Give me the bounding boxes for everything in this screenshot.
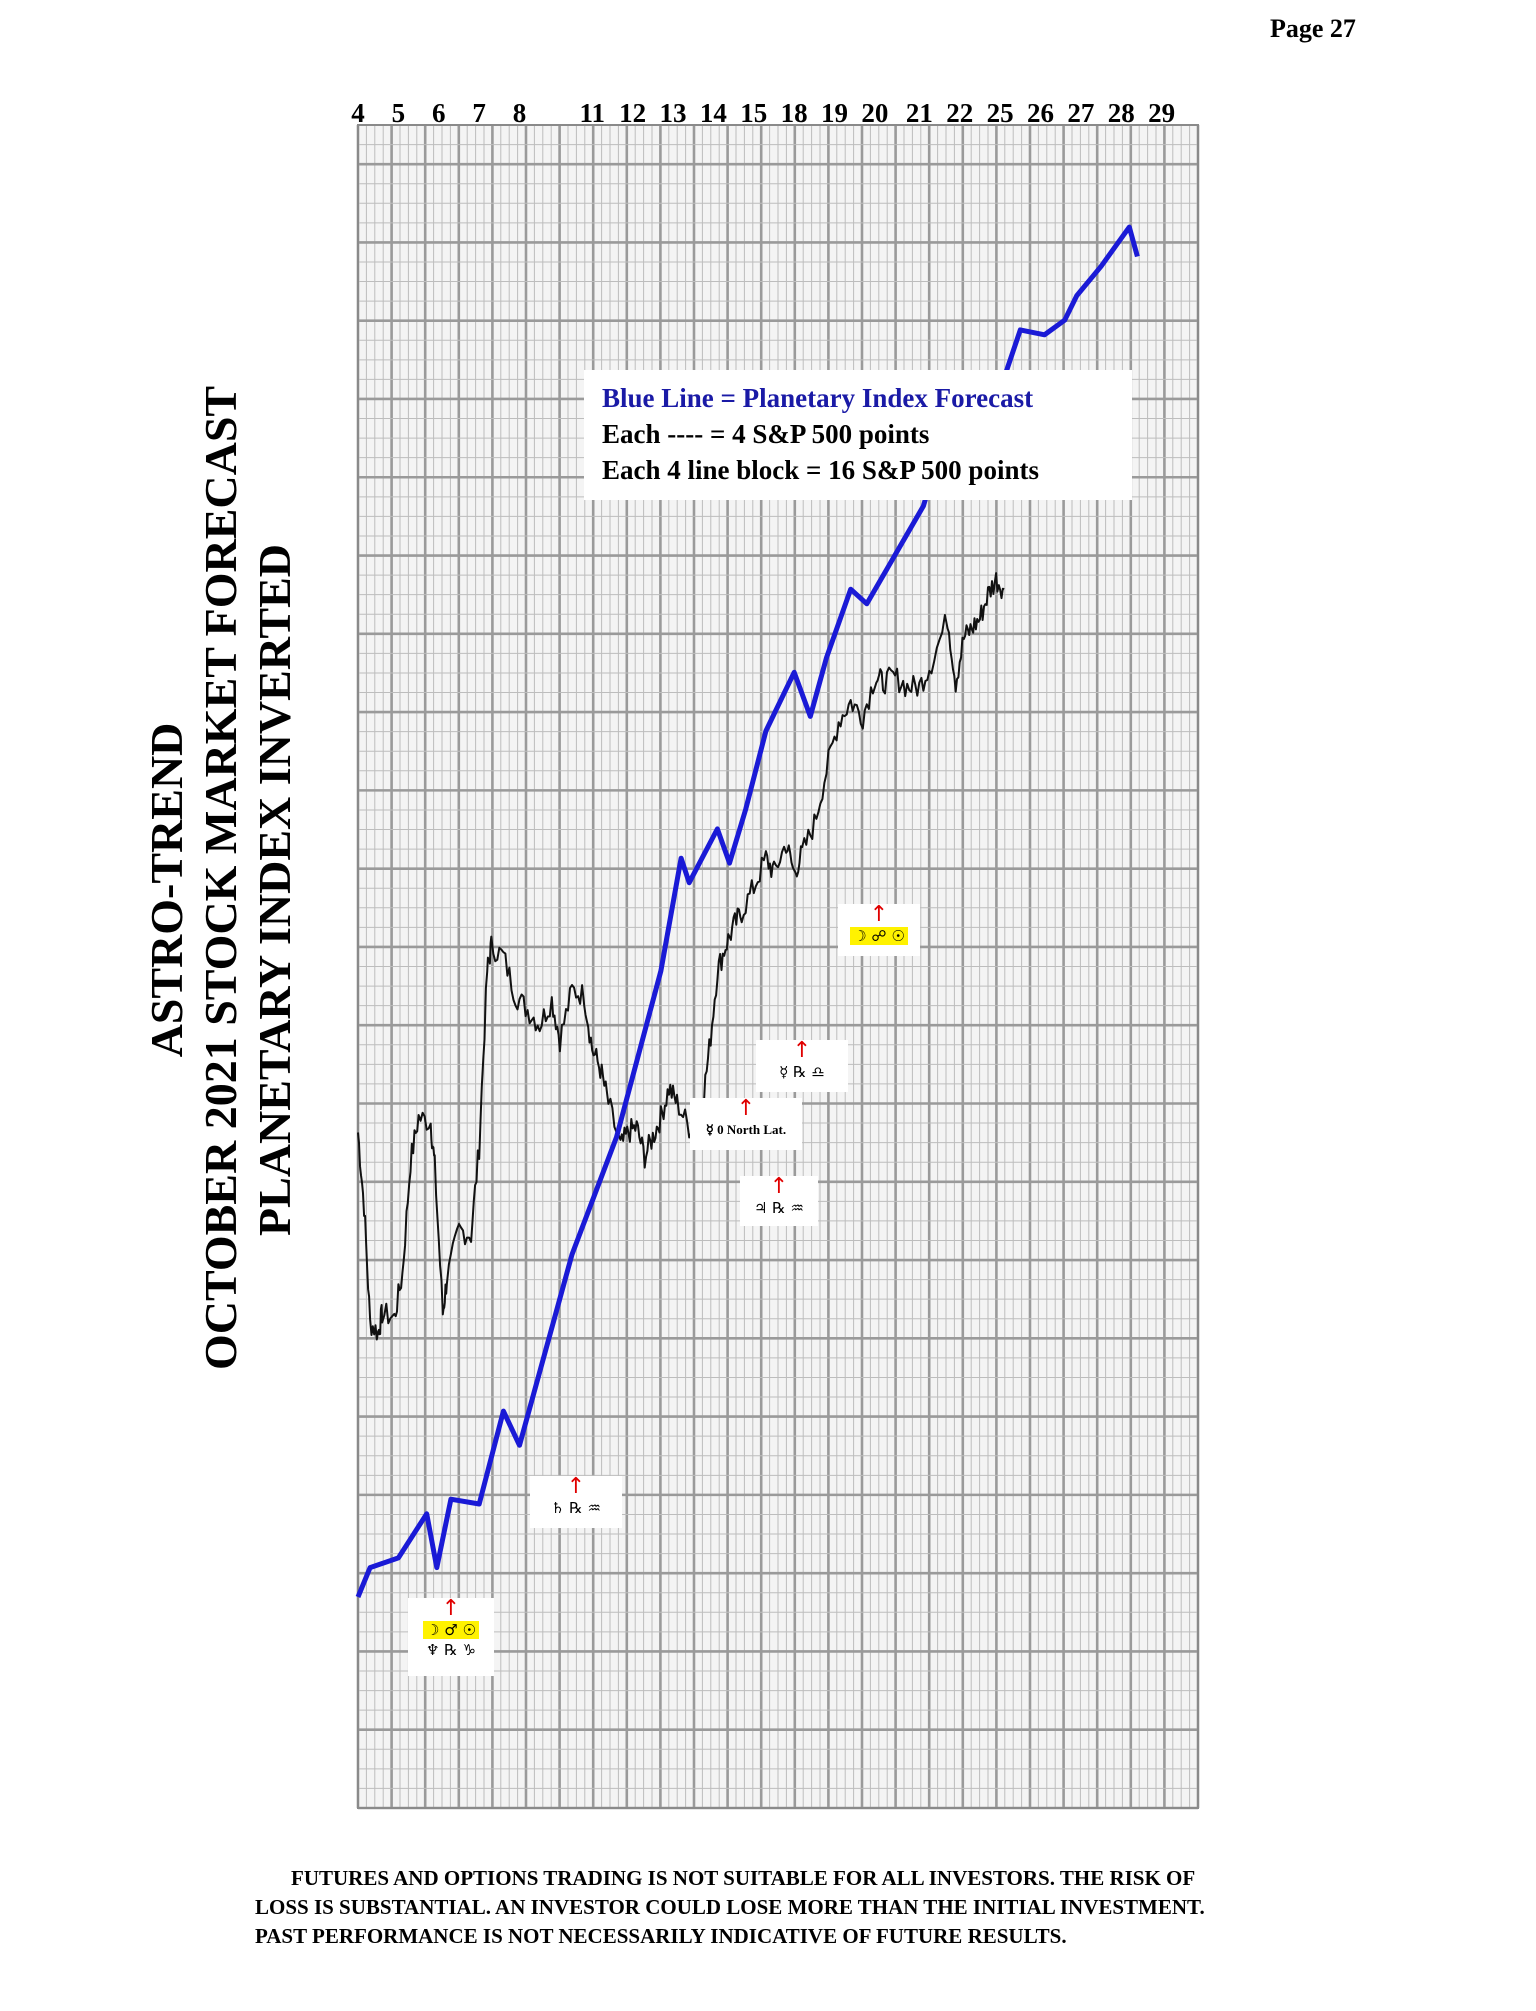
x-tick-label: 20 (861, 98, 888, 128)
chart-series (355, 224, 1140, 1598)
up-arrow-icon: ↑ (736, 1096, 756, 1121)
aspect-symbols: ☿ ℞ ♎ (779, 1063, 825, 1081)
price-series-line (357, 572, 1005, 1341)
up-arrow-icon: ↑ (769, 1174, 789, 1199)
x-tick-label: 14 (700, 98, 727, 128)
up-arrow-icon: ↑ (869, 902, 889, 927)
aspect-marker-5: ↑ ☿ ℞ ♎ (756, 1040, 848, 1092)
x-tick-label: 12 (619, 98, 646, 128)
x-tick-label: 21 (906, 98, 933, 128)
page-number: Page 27 (1270, 14, 1356, 43)
aspect-symbols: ☽ ☍ ☉ (850, 927, 908, 945)
x-tick-label: 8 (513, 98, 527, 128)
x-tick-label: 15 (740, 98, 767, 128)
x-tick-label: 22 (946, 98, 973, 128)
aspect-marker-1: ↑ ☽ ♂ ☉ ♆ ℞ ♑ (408, 1598, 494, 1676)
aspect-symbols: ♃ ℞ ♒ (754, 1199, 804, 1217)
risk-disclaimer: FUTURES AND OPTIONS TRADING IS NOT SUITA… (255, 1864, 1455, 1951)
aspect-symbols: ☽ ♂ ☉ (423, 1621, 479, 1639)
up-arrow-icon: ↑ (441, 1596, 461, 1621)
disclaimer-line-2: LOSS IS SUBSTANTIAL. AN INVESTOR COULD L… (255, 1895, 1205, 1919)
aspect-symbols: ☿ 0 North Lat. (705, 1122, 787, 1137)
up-arrow-icon: ↑ (566, 1474, 586, 1499)
disclaimer-line-3: PAST PERFORMANCE IS NOT NECESSARILY INDI… (255, 1924, 1067, 1948)
disclaimer-line-1: FUTURES AND OPTIONS TRADING IS NOT SUITA… (291, 1866, 1196, 1890)
x-tick-label: 6 (432, 98, 446, 128)
x-tick-label: 27 (1067, 98, 1094, 128)
forecast-series-line (355, 224, 1140, 1598)
aspect-marker-2: ↑ ♄ ℞ ♒ (530, 1476, 622, 1528)
x-tick-label: 19 (821, 98, 848, 128)
chart-legend: Blue Line = Planetary Index Forecast Eac… (584, 370, 1132, 500)
legend-line-2: Each ---- = 4 S&P 500 points (602, 419, 930, 449)
plot-frame (357, 124, 1199, 1809)
x-tick-label: 26 (1027, 98, 1054, 128)
x-axis-ticks: 4 5 6 7 8 11 12 13 14 15 18 19 20 21 22 25 26 27 28 29 (351, 98, 1175, 128)
x-tick-label: 28 (1108, 98, 1135, 128)
x-tick-label: 29 (1148, 98, 1175, 128)
up-arrow-icon: ↑ (792, 1038, 812, 1063)
x-tick-label: 18 (781, 98, 808, 128)
x-tick-label: 7 (472, 98, 486, 128)
x-tick-label: 5 (392, 98, 406, 128)
legend-line-1: Blue Line = Planetary Index Forecast (602, 383, 1034, 413)
aspect-marker-6: ↑ ☽ ☍ ☉ (838, 904, 920, 956)
x-tick-label: 11 (579, 98, 605, 128)
aspect-symbols: ♄ ℞ ♒ (551, 1499, 601, 1517)
aspect-symbols: ♆ ℞ ♑ (426, 1641, 476, 1659)
x-tick-label: 4 (351, 98, 365, 128)
x-tick-label: 13 (660, 98, 687, 128)
aspect-marker-4: ↑ ♃ ℞ ♒ (740, 1176, 818, 1226)
legend-line-3: Each 4 line block = 16 S&P 500 points (602, 455, 1039, 485)
aspect-marker-3: ↑ ☿ 0 North Lat. (690, 1098, 802, 1150)
x-tick-label: 25 (987, 98, 1014, 128)
